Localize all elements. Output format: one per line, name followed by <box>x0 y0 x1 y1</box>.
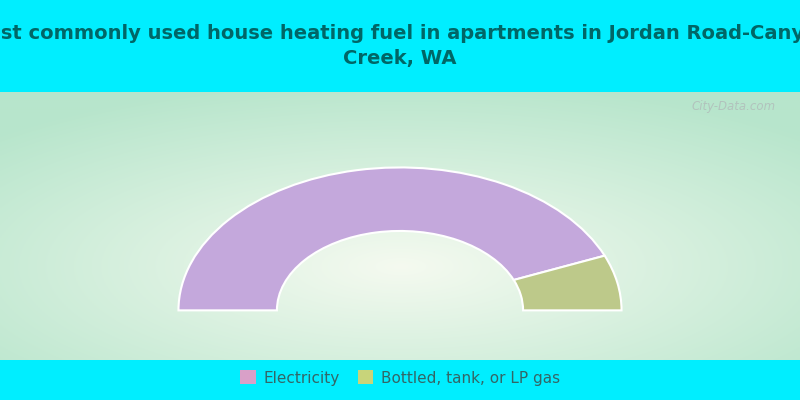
Wedge shape <box>178 168 605 310</box>
Wedge shape <box>514 256 622 310</box>
Legend: Electricity, Bottled, tank, or LP gas: Electricity, Bottled, tank, or LP gas <box>234 364 566 392</box>
Text: Most commonly used house heating fuel in apartments in Jordan Road-Canyon
Creek,: Most commonly used house heating fuel in… <box>0 24 800 68</box>
Text: City-Data.com: City-Data.com <box>692 100 776 113</box>
